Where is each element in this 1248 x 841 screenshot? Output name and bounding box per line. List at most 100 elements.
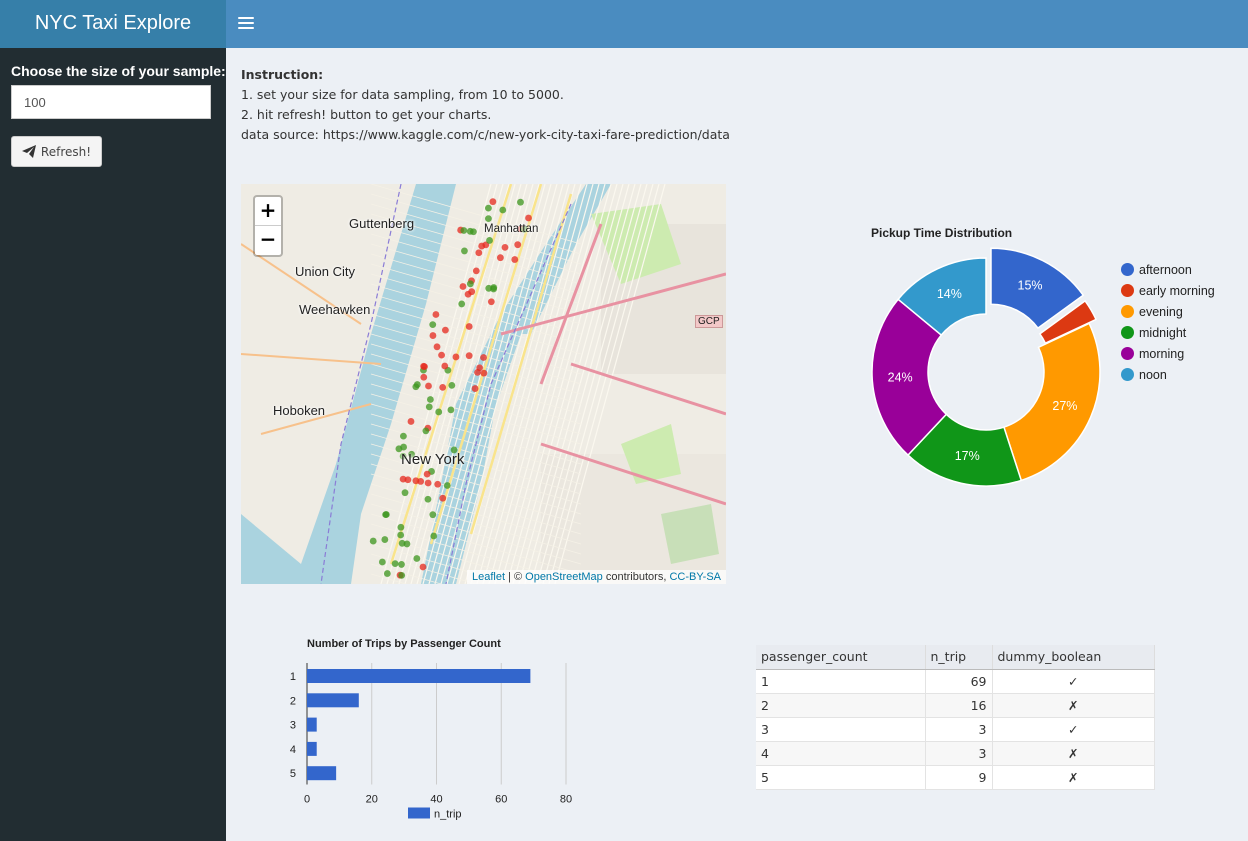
pickup-point[interactable] — [435, 408, 443, 416]
column-header-dummy-boolean[interactable]: dummy_boolean — [992, 645, 1155, 670]
bar-4[interactable] — [307, 741, 317, 756]
pickup-point[interactable] — [448, 381, 456, 389]
pickup-point[interactable] — [426, 396, 434, 403]
legend-item[interactable]: noon — [1121, 364, 1215, 385]
pickup-point[interactable] — [452, 353, 460, 361]
donut-slice-early-morning[interactable] — [1038, 299, 1098, 345]
pickup-point[interactable] — [429, 511, 437, 519]
pickup-point[interactable] — [423, 470, 431, 478]
pickup-point[interactable] — [429, 321, 437, 329]
pickup-point[interactable] — [407, 418, 415, 425]
donut-slice-morning[interactable] — [871, 298, 948, 457]
pickup-point[interactable] — [520, 225, 528, 233]
pickup-point[interactable] — [401, 489, 409, 497]
pickup-point[interactable] — [461, 247, 468, 255]
pickup-point[interactable] — [397, 523, 405, 531]
pickup-point[interactable] — [438, 351, 445, 359]
pickup-time-donut-chart[interactable]: 15% 27% 17% 24% 14% — [860, 245, 1110, 510]
bar-1[interactable] — [307, 669, 531, 683]
pickup-point[interactable] — [417, 478, 425, 485]
pickup-point[interactable] — [499, 206, 507, 214]
map-tiles[interactable] — [241, 184, 726, 584]
sidebar-toggle-icon[interactable] — [238, 14, 254, 34]
pickup-point[interactable] — [439, 494, 447, 502]
leaflet-link[interactable]: Leaflet — [471, 571, 505, 583]
pickup-point[interactable] — [485, 215, 492, 223]
pickup-point[interactable] — [441, 326, 449, 334]
pickup-point[interactable] — [404, 476, 412, 484]
pickup-point[interactable] — [496, 254, 504, 262]
pickup-point[interactable] — [443, 482, 451, 489]
pickup-point[interactable] — [459, 283, 467, 290]
pickup-point[interactable] — [398, 571, 406, 579]
pickup-point[interactable] — [425, 403, 433, 411]
pickup-point[interactable] — [381, 536, 389, 543]
pickup-point[interactable] — [425, 382, 432, 390]
app-title[interactable]: NYC Taxi Explore — [0, 0, 226, 48]
pickup-point[interactable] — [403, 540, 411, 548]
pickup-point[interactable] — [480, 369, 488, 377]
pickup-point[interactable] — [383, 570, 391, 577]
pickup-point[interactable] — [478, 242, 486, 250]
bar-3[interactable] — [307, 717, 317, 732]
osm-link[interactable]: OpenStreetMap — [525, 571, 603, 583]
pickup-point[interactable] — [397, 531, 405, 539]
legend-item[interactable]: midnight — [1121, 322, 1215, 343]
pickup-point[interactable] — [378, 558, 386, 566]
pickup-point[interactable] — [465, 323, 473, 330]
pickup-point[interactable] — [400, 432, 407, 440]
pickup-point[interactable] — [422, 427, 430, 435]
pickup-point[interactable] — [458, 300, 466, 308]
bar-5[interactable] — [307, 766, 337, 781]
pickup-point[interactable] — [450, 446, 458, 454]
pickup-point[interactable] — [429, 332, 437, 339]
pickup-point[interactable] — [471, 385, 479, 392]
pickup-point[interactable] — [398, 561, 405, 568]
license-link[interactable]: CC-BY-SA — [669, 571, 721, 583]
pickup-point[interactable] — [466, 280, 474, 288]
pickup-point[interactable] — [419, 563, 427, 571]
pickup-point[interactable] — [369, 537, 377, 545]
zoom-out-button[interactable]: − — [259, 227, 277, 251]
pickup-point[interactable] — [420, 373, 428, 381]
pickup-point[interactable] — [480, 354, 487, 361]
pickup-point[interactable] — [460, 227, 468, 234]
donut-slice-evening[interactable] — [1002, 322, 1101, 482]
legend-item[interactable]: afternoon — [1121, 259, 1215, 280]
pickup-map[interactable]: Guttenberg Union City Weehawken Hoboken … — [241, 184, 726, 584]
pickup-point[interactable] — [447, 406, 455, 414]
pickup-point[interactable] — [489, 198, 497, 206]
refresh-button[interactable]: Refresh! — [11, 136, 102, 167]
pickup-point[interactable] — [432, 311, 440, 318]
pickup-point[interactable] — [433, 343, 441, 351]
pickup-point[interactable] — [424, 479, 432, 487]
column-header-n-trip[interactable]: n_trip — [925, 645, 993, 670]
pickup-point[interactable] — [424, 495, 432, 503]
pickup-point[interactable] — [517, 198, 524, 206]
pickup-point[interactable] — [514, 241, 522, 249]
donut-slice-afternoon[interactable] — [990, 247, 1085, 330]
pickup-point[interactable] — [490, 284, 498, 291]
pickup-point[interactable] — [391, 560, 399, 568]
pickup-point[interactable] — [413, 555, 421, 562]
pickup-point[interactable] — [420, 362, 427, 370]
pickup-point[interactable] — [400, 443, 407, 451]
pickup-point[interactable] — [399, 452, 407, 460]
pickup-point[interactable] — [408, 450, 415, 458]
pickup-point[interactable] — [465, 352, 473, 360]
zoom-in-button[interactable]: + — [255, 197, 281, 226]
pickup-point[interactable] — [464, 290, 472, 298]
legend-item[interactable]: morning — [1121, 343, 1215, 364]
pickup-point[interactable] — [470, 228, 477, 236]
legend-item[interactable]: early morning — [1121, 280, 1215, 301]
pickup-point[interactable] — [525, 214, 532, 222]
donut-slice-noon[interactable] — [897, 257, 987, 337]
pickup-point[interactable] — [434, 480, 442, 488]
column-header-passenger-count[interactable]: passenger_count — [756, 645, 926, 670]
bar-2[interactable] — [307, 693, 359, 708]
pickup-point[interactable] — [485, 204, 492, 212]
sample-size-input[interactable] — [11, 85, 211, 119]
pickup-point[interactable] — [441, 362, 449, 370]
pickup-point[interactable] — [486, 237, 493, 244]
pickup-point[interactable] — [501, 243, 509, 251]
